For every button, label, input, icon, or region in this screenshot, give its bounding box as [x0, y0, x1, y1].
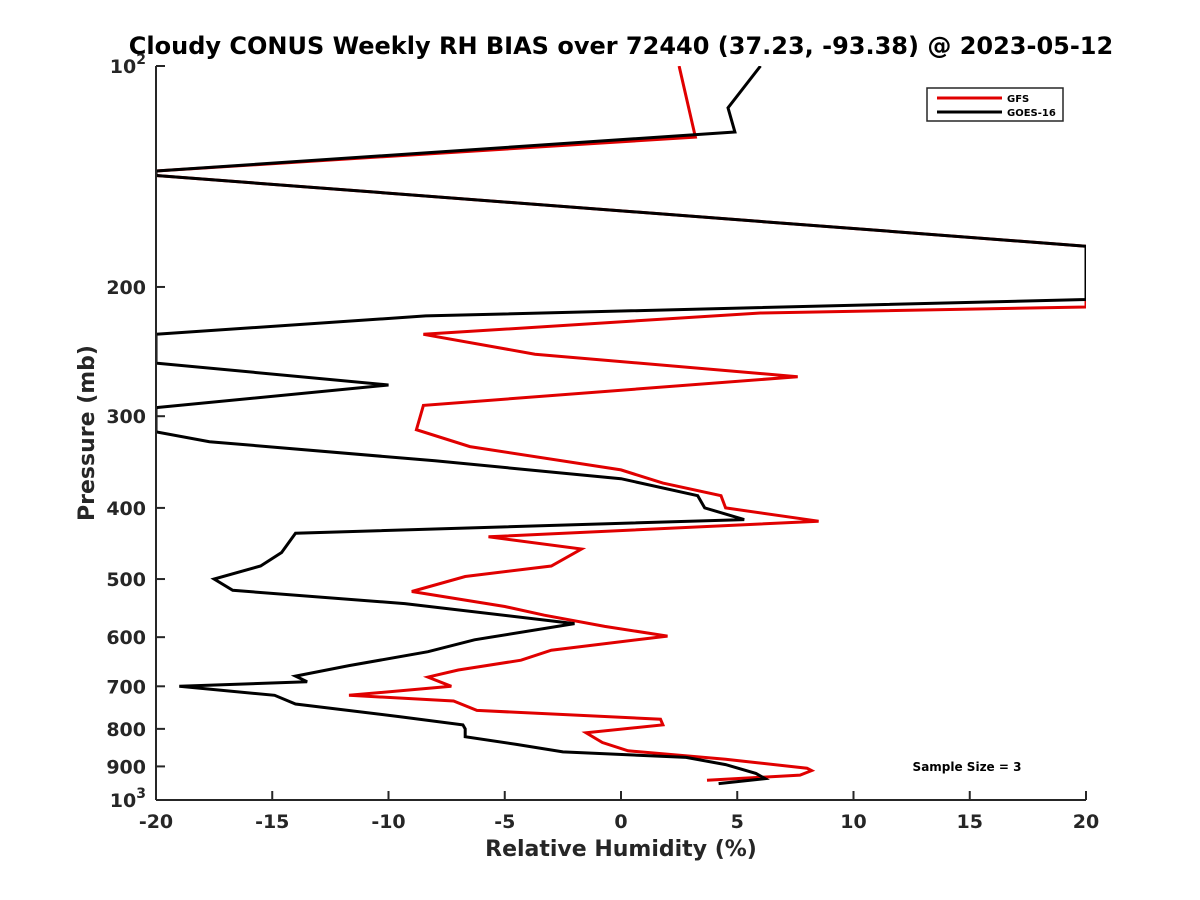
- ticks-layer: -20 -15 -10 -5 0 5 10 15 20 102 200 300 400 500 600 700…: [106, 52, 1099, 833]
- y-tick-label: 900: [106, 756, 146, 778]
- series-line-1: [156, 66, 1086, 782]
- x-tick-label: 5: [731, 811, 744, 833]
- x-axis-label: Relative Humidity (%): [485, 837, 757, 862]
- sample-size-annotation: Sample Size = 3: [913, 760, 1022, 774]
- series-line-2: [156, 66, 1086, 786]
- series-layer: [156, 66, 1086, 786]
- x-tick-label: 0: [614, 811, 627, 833]
- y-tick-label: 500: [106, 569, 146, 591]
- y-tick-label: 400: [106, 498, 146, 520]
- y-tick-label: 300: [106, 406, 146, 428]
- y-tick-label: 700: [106, 676, 146, 698]
- y-tick-label: 102: [110, 52, 146, 78]
- legend-label: GOES-16: [1007, 108, 1056, 119]
- x-tick-label: 20: [1073, 811, 1099, 833]
- legend-label: GFS: [1007, 94, 1029, 105]
- x-tick-label: -15: [255, 811, 289, 833]
- chart-title: Cloudy CONUS Weekly RH BIAS over 72440 (…: [129, 32, 1113, 60]
- y-tick-label: 600: [106, 627, 146, 649]
- y-axis-label: Pressure (mb): [75, 345, 100, 521]
- x-tick-label: 10: [840, 811, 866, 833]
- x-tick-label: 15: [957, 811, 983, 833]
- y-tick-label: 800: [106, 719, 146, 741]
- x-tick-label: -5: [494, 811, 515, 833]
- legend: GFS GOES-16: [926, 87, 1064, 122]
- y-tick-label: 200: [106, 277, 146, 299]
- x-tick-label: -10: [371, 811, 405, 833]
- legend-box: [926, 87, 1064, 122]
- y-tick-label: 103: [110, 786, 146, 812]
- x-tick-label: -20: [139, 811, 173, 833]
